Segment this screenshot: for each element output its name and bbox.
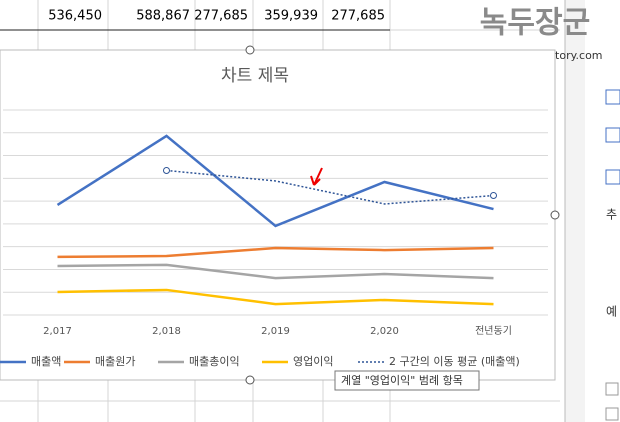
tooltip xyxy=(334,370,480,391)
cell-value: 588,867 xyxy=(136,9,190,24)
selection-point xyxy=(163,166,170,174)
series-line xyxy=(56,134,494,228)
panel-label: 예 xyxy=(606,305,617,319)
annotation-arrow xyxy=(310,167,323,186)
legend-label: 매출총이익 xyxy=(189,355,240,368)
tooltip-text: 계열 "영업이익" 범례 항목 xyxy=(341,374,463,387)
checkbox[interactable] xyxy=(605,382,619,396)
chart-title: 차트 제목 xyxy=(221,66,289,86)
panel-icon[interactable] xyxy=(605,89,620,105)
cell-value: 536,450 xyxy=(48,9,102,24)
cell-value: 277,685 xyxy=(331,9,385,24)
x-tick-label: 2,017 xyxy=(43,326,72,337)
panel-icon[interactable] xyxy=(605,169,620,185)
panel-label: 추 xyxy=(606,208,617,222)
series-line xyxy=(57,263,494,280)
x-tick-label: 전년동기 xyxy=(475,325,512,337)
series-line xyxy=(57,288,494,306)
x-tick-label: 2,018 xyxy=(152,326,181,337)
panel-icon[interactable] xyxy=(605,127,620,143)
series-line xyxy=(166,169,494,205)
panel-body xyxy=(585,0,620,422)
chart-area[interactable] xyxy=(0,49,556,381)
legend-label: 2 구간의 이동 평균 (매출액) xyxy=(389,355,520,368)
watermark-title: 녹두장군 xyxy=(480,6,590,41)
legend-label: 영업이익 xyxy=(293,355,333,368)
resize-handle[interactable] xyxy=(245,45,255,55)
legend-label: 매출액 xyxy=(31,355,61,368)
cell-value: 359,939 xyxy=(264,9,318,24)
checkbox[interactable] xyxy=(605,407,619,421)
cell-value: 277,685 xyxy=(194,9,248,24)
selection-point xyxy=(490,192,497,200)
resize-handle[interactable] xyxy=(550,210,560,220)
series-line xyxy=(57,246,494,259)
legend-label: 매출원가 xyxy=(95,355,135,368)
x-tick-label: 2,019 xyxy=(261,326,290,337)
resize-handle[interactable] xyxy=(245,375,255,385)
x-tick-label: 2,020 xyxy=(370,326,399,337)
